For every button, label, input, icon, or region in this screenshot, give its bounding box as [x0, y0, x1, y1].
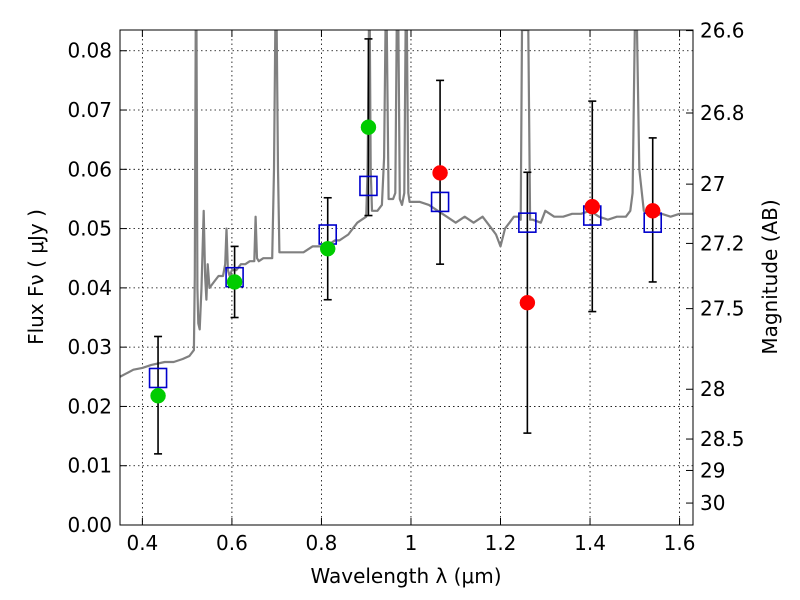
- right-magnitude-label: 27.5: [700, 297, 745, 321]
- x-tick-label: 1: [405, 531, 418, 555]
- green-photometry-point: [150, 388, 166, 404]
- right-magnitude-label: 27.2: [700, 231, 745, 255]
- axis-ticks: 0.4 0.6 0.8 1 1.2 1.4 1.6 0.00 0.01 0.02 0.03 0.04 0…: [67, 19, 744, 555]
- model-bandpass-square: [359, 175, 378, 197]
- x-tick-label: 1.4: [574, 531, 606, 555]
- x-tick-label: 0.8: [306, 531, 338, 555]
- y-tick-label: 0.02: [67, 394, 112, 418]
- right-magnitude-label: 28: [700, 377, 725, 401]
- red-photometry-point: [432, 165, 448, 181]
- x-tick-label: 0.4: [126, 531, 158, 555]
- y-tick-label: 0.04: [67, 276, 112, 300]
- model-bandpass-square: [148, 367, 168, 389]
- right-magnitude-label: 26.8: [700, 101, 745, 125]
- y-tick-label: 0.00: [67, 513, 112, 537]
- model-spectrum-line: [120, 30, 693, 378]
- green-photometry-point: [360, 119, 377, 135]
- x-tick-label: 1.2: [485, 531, 517, 555]
- red-photometry-point: [644, 203, 661, 219]
- y-tick-label: 0.06: [67, 157, 112, 181]
- red-photometry-point: [519, 294, 536, 311]
- right-axis-label: Magnitude (AB): [758, 199, 782, 354]
- y-axis-label: Flux Fν ( μJy ): [24, 209, 48, 345]
- model-spectrum-layer: [120, 30, 693, 378]
- y-tick-label: 0.03: [67, 335, 112, 359]
- right-magnitude-label: 27: [700, 172, 725, 196]
- y-tick-label: 0.01: [67, 454, 112, 478]
- y-tick-label: 0.07: [67, 98, 112, 122]
- green-photometry-point: [226, 274, 243, 290]
- x-tick-label: 0.6: [216, 531, 248, 555]
- model-bandpass-square: [430, 191, 450, 213]
- x-axis-label: Wavelength λ (μm): [310, 564, 501, 588]
- right-magnitude-label: 29: [700, 458, 725, 482]
- model-bandpass-square: [518, 212, 537, 233]
- green-photometry-point: [319, 240, 336, 257]
- y-tick-label: 0.05: [67, 217, 112, 241]
- grid: [120, 30, 693, 526]
- photometry-points: [150, 119, 661, 404]
- right-magnitude-label: 30: [700, 491, 725, 515]
- right-magnitude-label: 28.5: [700, 427, 745, 451]
- x-tick-label: 1.6: [664, 531, 696, 555]
- right-magnitude-label: 26.6: [700, 19, 745, 43]
- y-tick-label: 0.08: [67, 39, 112, 63]
- red-photometry-point: [584, 198, 601, 215]
- plot-frame: [119, 29, 694, 526]
